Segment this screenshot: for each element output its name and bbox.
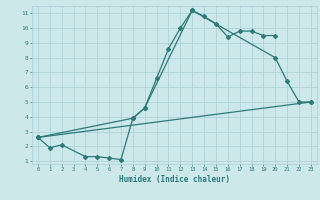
X-axis label: Humidex (Indice chaleur): Humidex (Indice chaleur) [119,175,230,184]
